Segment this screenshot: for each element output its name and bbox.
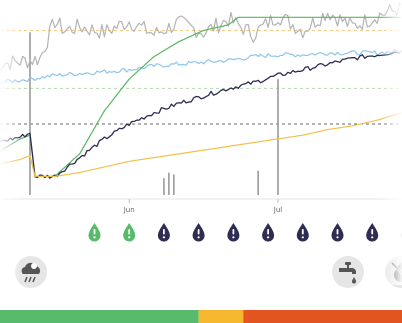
- tap-handle: [345, 262, 351, 265]
- status-segment: [243, 310, 402, 323]
- series-line-2: [0, 49, 402, 85]
- water-drop-icon[interactable]: [88, 223, 101, 242]
- water-drop-icon[interactable]: [123, 223, 136, 242]
- x-tick-label: Jun: [123, 206, 135, 214]
- exclamation-bar: [93, 229, 96, 235]
- water-drop-icon[interactable]: [331, 223, 344, 242]
- series-lines: [0, 1, 402, 179]
- spike-bars: [29, 32, 279, 195]
- exclamation-dot: [336, 236, 339, 239]
- status-bar: [0, 310, 402, 323]
- water-drop-icon[interactable]: [366, 223, 379, 242]
- reference-lines: [0, 29, 402, 125]
- water-tap-icon[interactable]: [332, 256, 364, 288]
- x-tick-label: Jul: [273, 206, 283, 214]
- event-icon-row: [15, 256, 402, 288]
- sun-dot: [31, 263, 37, 269]
- exclamation-dot: [93, 236, 96, 239]
- exclamation-bar: [197, 229, 200, 235]
- exclamation-bar: [128, 229, 131, 235]
- water-drop-icon[interactable]: [262, 223, 275, 242]
- exclamation-dot: [267, 236, 270, 239]
- water-drop-icon[interactable]: [192, 223, 205, 242]
- exclamation-bar: [267, 229, 269, 235]
- exclamation-bar: [371, 229, 374, 235]
- exclamation-bar: [336, 229, 339, 235]
- water-drop-icon[interactable]: [157, 223, 170, 242]
- status-segment: [0, 310, 199, 323]
- series-line-3: [0, 16, 402, 177]
- exclamation-bar: [163, 229, 165, 235]
- series-line-5: [0, 111, 402, 177]
- water-drop-row: [88, 223, 402, 242]
- no-water-icon[interactable]: [385, 256, 402, 288]
- exclamation-dot: [128, 236, 131, 239]
- rain-stroke: [32, 276, 36, 283]
- exclamation-bar: [232, 229, 235, 235]
- exclamation-dot: [301, 236, 304, 239]
- rain-stroke: [24, 276, 28, 283]
- tap-body: [339, 268, 356, 274]
- status-segment: [198, 310, 244, 323]
- exclamation-dot: [232, 236, 235, 239]
- x-axis: JunJulAug: [0, 198, 402, 214]
- tap-drop: [352, 277, 356, 284]
- exclamation-dot: [371, 236, 374, 239]
- exclamation-dot: [162, 236, 165, 239]
- exclamation-bar: [301, 229, 304, 235]
- series-line-4: [0, 49, 402, 179]
- exclamation-dot: [197, 236, 200, 239]
- water-drop-icon[interactable]: [296, 223, 309, 242]
- water-drop-icon[interactable]: [227, 223, 240, 242]
- rain-cloud-icon[interactable]: [15, 256, 47, 288]
- tap-stem: [347, 265, 349, 268]
- rain-stroke: [28, 276, 32, 283]
